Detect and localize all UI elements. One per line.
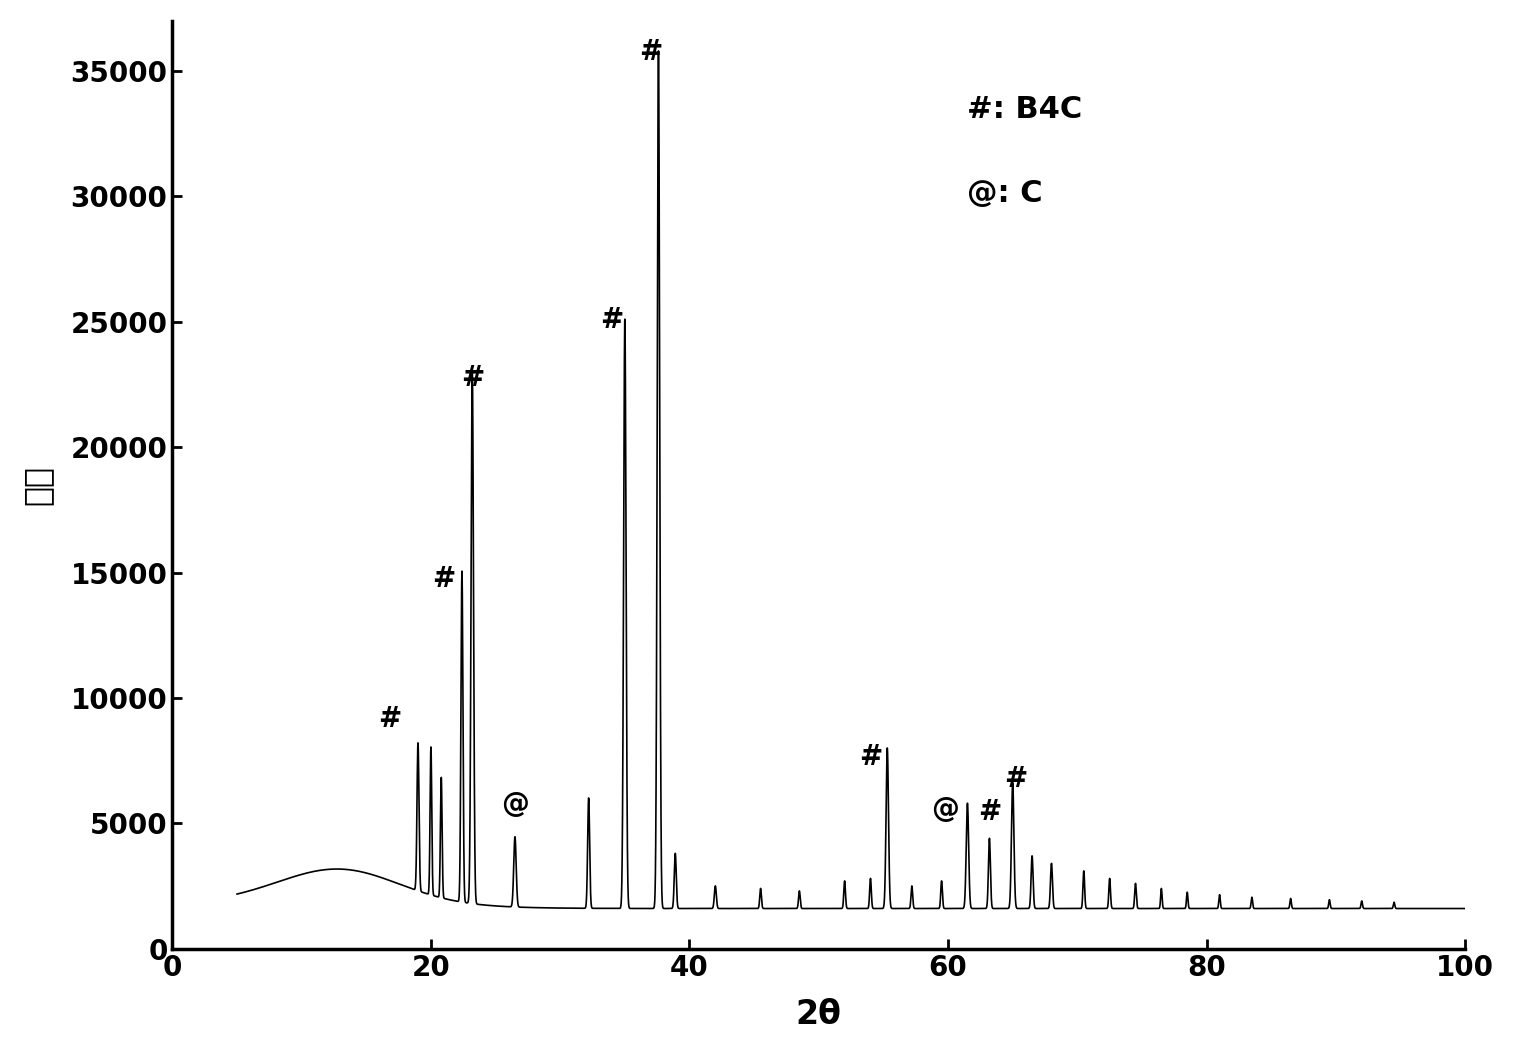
Text: @: @ bbox=[501, 790, 529, 818]
Text: #: # bbox=[639, 38, 662, 66]
Text: #: # bbox=[977, 797, 1001, 826]
Text: #: B4C: #: B4C bbox=[968, 95, 1083, 124]
X-axis label: 2θ: 2θ bbox=[795, 998, 842, 1031]
Text: #: # bbox=[859, 743, 882, 771]
Y-axis label: 强度: 强度 bbox=[21, 465, 55, 505]
Text: @: C: @: C bbox=[968, 179, 1042, 207]
Text: #: # bbox=[600, 306, 624, 335]
Text: #: # bbox=[377, 705, 401, 733]
Text: #: # bbox=[432, 565, 456, 592]
Text: #: # bbox=[1003, 765, 1027, 793]
Text: @: @ bbox=[932, 795, 959, 824]
Text: #: # bbox=[461, 364, 483, 392]
